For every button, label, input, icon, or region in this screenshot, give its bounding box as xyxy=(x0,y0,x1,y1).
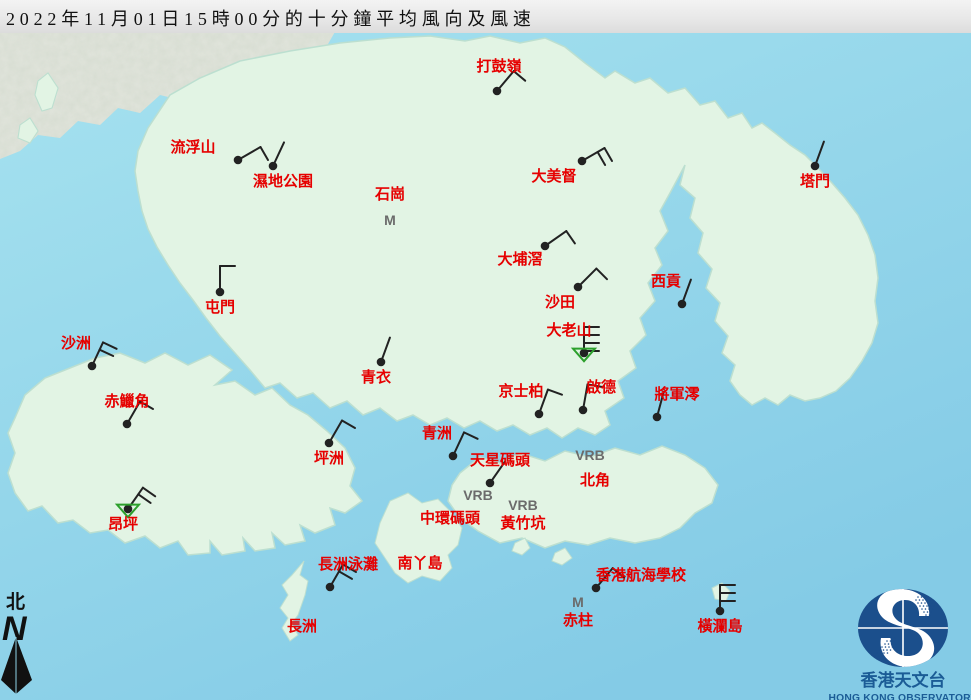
svg-text:VRB: VRB xyxy=(575,447,605,463)
svg-text:坪洲: 坪洲 xyxy=(314,450,344,467)
svg-text:京士柏: 京士柏 xyxy=(498,382,543,400)
svg-text:大老山: 大老山 xyxy=(546,321,591,339)
svg-text:昂坪: 昂坪 xyxy=(108,516,138,533)
svg-text:赤柱: 赤柱 xyxy=(563,611,593,629)
svg-text:黃竹坑: 黃竹坑 xyxy=(500,514,545,532)
svg-text:西貢: 西貢 xyxy=(651,273,681,290)
svg-text:沙田: 沙田 xyxy=(545,294,575,311)
svg-text:流浮山: 流浮山 xyxy=(170,138,215,156)
svg-text:將軍澪: 將軍澪 xyxy=(654,385,700,403)
svg-text:中環碼頭: 中環碼頭 xyxy=(420,509,481,527)
svg-text:M: M xyxy=(572,594,584,610)
svg-text:打鼓嶺: 打鼓嶺 xyxy=(476,57,521,75)
svg-text:青衣: 青衣 xyxy=(361,368,391,386)
svg-text:長洲: 長洲 xyxy=(287,618,317,635)
svg-text:濕地公園: 濕地公園 xyxy=(253,172,313,190)
svg-text:青洲: 青洲 xyxy=(422,424,452,442)
svg-text:啟德: 啟德 xyxy=(586,378,616,396)
svg-text:赤鱲角: 赤鱲角 xyxy=(104,392,149,410)
svg-text:大埔滘: 大埔滘 xyxy=(497,250,542,268)
svg-text:北角: 北角 xyxy=(580,471,610,489)
svg-text:天星碼頭: 天星碼頭 xyxy=(470,452,531,469)
svg-text:VRB: VRB xyxy=(508,497,538,513)
svg-text:沙洲: 沙洲 xyxy=(61,335,91,352)
svg-text:塔門: 塔門 xyxy=(800,172,830,190)
svg-text:長洲泳灘: 長洲泳灘 xyxy=(318,555,378,573)
svg-text:M: M xyxy=(384,212,396,228)
svg-text:石崗: 石崗 xyxy=(374,185,405,203)
svg-text:南丫島: 南丫島 xyxy=(397,554,442,572)
svg-text:屯門: 屯門 xyxy=(205,298,235,316)
svg-text:VRB: VRB xyxy=(463,487,493,503)
svg-text:香港航海學校: 香港航海學校 xyxy=(596,566,687,584)
svg-text:大美督: 大美督 xyxy=(531,167,576,185)
svg-text:橫瀾島: 橫瀾島 xyxy=(697,617,742,635)
